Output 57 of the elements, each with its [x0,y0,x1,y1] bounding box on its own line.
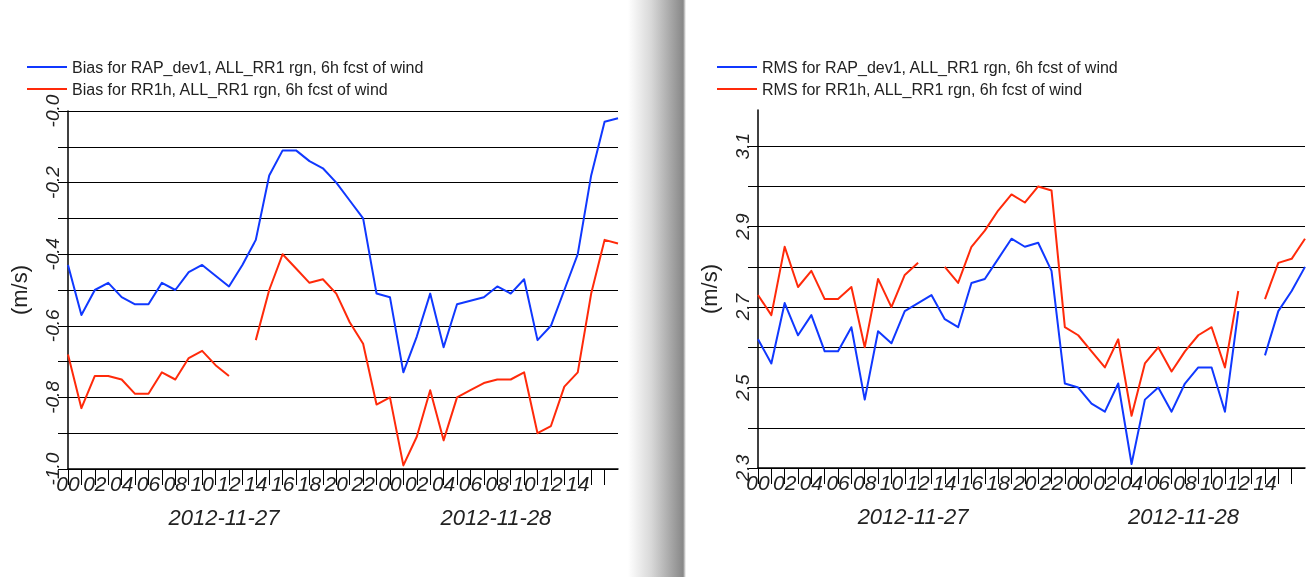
x-tick-label: 02 [83,472,107,495]
x-tick-label: 00 [378,472,402,495]
x-tick-label: 18 [986,471,1011,494]
y-tick-label: 3.1 [732,132,753,160]
x-tick-label: 02 [773,471,797,494]
y-tick-label: -0.6 [42,309,63,343]
y-tick-label: -0.0 [42,94,63,128]
x-tick-label: 14 [1253,471,1277,494]
y-tick-label: 2.7 [732,292,753,322]
legend-label: RMS for RR1h, ALL_RR1 rgn, 6h fcst of wind [762,80,1083,99]
x-tick-label: 10 [512,472,537,495]
x-tick-label: 22 [1038,471,1064,494]
text: 2012-11-28 [439,504,553,530]
x-tick-label: 04 [109,472,134,495]
x-tick-label: 12 [1226,471,1251,494]
x-tick-label: 12 [906,471,931,494]
x-tick-label: 22 [350,472,376,495]
x-tick-label: 06 [1146,471,1171,494]
y-axis-title: (m/s) [696,263,722,315]
x-tick-label: 14 [566,472,590,495]
x-tick-label: 02 [1093,471,1117,494]
x-tick-label: 06 [826,471,851,494]
y-tick-label: -0.8 [42,380,63,414]
text: 2012-11-27 [167,504,281,530]
x-tick-label: 12 [539,472,563,495]
text: 2012-11-28 [1127,503,1240,529]
y-tick-label: -0.2 [42,165,63,199]
x-tick-label: 02 [405,472,429,495]
x-tick-label: 06 [458,472,483,495]
y-tick-label: 2.5 [732,373,753,402]
x-tick-label: 04 [799,471,824,494]
x-tick-label: 14 [933,471,957,494]
x-tick-label: 12 [217,472,241,495]
x-tick-label: 08 [1173,471,1197,494]
x-tick-label: 10 [879,471,904,494]
x-tick-label: 08 [485,472,510,495]
y-tick-label: -0.4 [42,237,63,271]
x-tick-label: 16 [959,471,984,494]
x-tick-label: 16 [270,472,295,495]
x-tick-label: 10 [1199,471,1224,494]
x-tick-label: 10 [190,472,215,495]
x-tick-label: 06 [136,472,161,495]
x-tick-label: 08 [853,471,877,494]
x-tick-label: 04 [1119,471,1144,494]
x-tick-label: 00 [1066,471,1091,494]
y-axis-title: (m/s) [6,264,32,316]
x-tick-label: 18 [297,472,322,495]
x-tick-label: 08 [163,472,188,495]
legend-label: Bias for RAP_dev1, ALL_RR1 rgn, 6h fcst of wind [72,58,424,77]
legend-label: Bias for RR1h, ALL_RR1 rgn, 6h fcst of wind [72,80,388,99]
legend-label: RMS for RAP_dev1, ALL_RR1 rgn, 6h fcst of wind [762,58,1118,77]
x-tick-label: 20 [323,472,349,495]
x-tick-label: 20 [1012,471,1037,494]
text: 2012-11-27 [856,503,970,529]
x-tick-label: 14 [244,472,268,495]
x-tick-label: 04 [431,472,456,495]
y-tick-label: 2.9 [732,213,753,241]
